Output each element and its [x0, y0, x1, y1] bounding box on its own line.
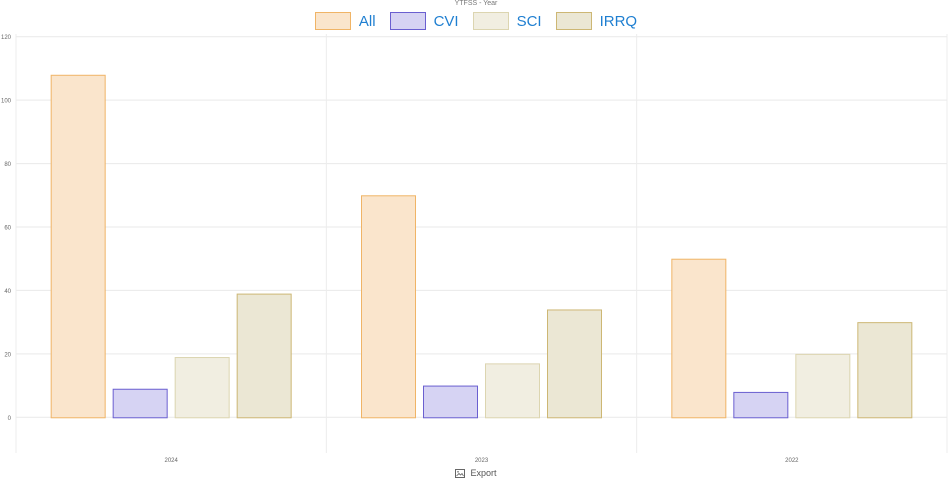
bar-irrq-2023: [547, 309, 602, 419]
y-tick-label: 60: [4, 226, 11, 232]
bar-cvi-2024: [112, 388, 168, 419]
bar-all-2022: [671, 258, 727, 419]
legend-item-irrq[interactable]: IRRQ: [555, 12, 638, 30]
bar-all-2023: [361, 195, 416, 419]
chart-title: YTFSS - Year: [454, 0, 498, 7]
legend-item-cvi[interactable]: CVI: [389, 12, 459, 30]
bar-cvi-2023: [423, 385, 478, 419]
legend-label: SCI: [516, 12, 542, 30]
bar-irrq-2024: [236, 293, 292, 419]
y-tick-label: 120: [1, 35, 12, 41]
x-tick-label: 2023: [475, 458, 489, 464]
chart-legend: All CVI SCI IRRQ: [0, 12, 952, 30]
x-tick-label: 2022: [785, 458, 799, 464]
bar-all-2024: [50, 74, 106, 419]
bar-sci-2023: [485, 363, 540, 419]
export-label: Export: [470, 468, 497, 478]
export-button[interactable]: Export: [0, 468, 952, 478]
y-tick-label: 100: [1, 99, 12, 105]
y-tick-label: 20: [4, 352, 11, 358]
legend-item-all[interactable]: All: [314, 12, 376, 30]
bar-sci-2024: [174, 357, 230, 419]
legend-swatch: [389, 12, 426, 30]
chart-plot-area: 0 20 40 60 80 100 120 2024 2023 2022: [1, 34, 948, 464]
legend-item-sci[interactable]: SCI: [472, 12, 542, 30]
bar-sci-2022: [795, 353, 851, 419]
x-tick-label: 2024: [164, 458, 178, 464]
image-icon: [455, 468, 466, 478]
y-tick-label: 0: [8, 416, 12, 422]
legend-label: CVI: [433, 12, 459, 30]
y-tick-label: 40: [4, 289, 11, 295]
y-tick-label: 80: [4, 162, 11, 168]
legend-swatch: [472, 12, 509, 30]
legend-swatch: [314, 12, 351, 30]
bar-cvi-2022: [733, 391, 789, 419]
legend-label: IRRQ: [599, 12, 638, 30]
bar-irrq-2022: [857, 322, 913, 419]
legend-swatch: [555, 12, 592, 30]
legend-label: All: [358, 12, 376, 30]
